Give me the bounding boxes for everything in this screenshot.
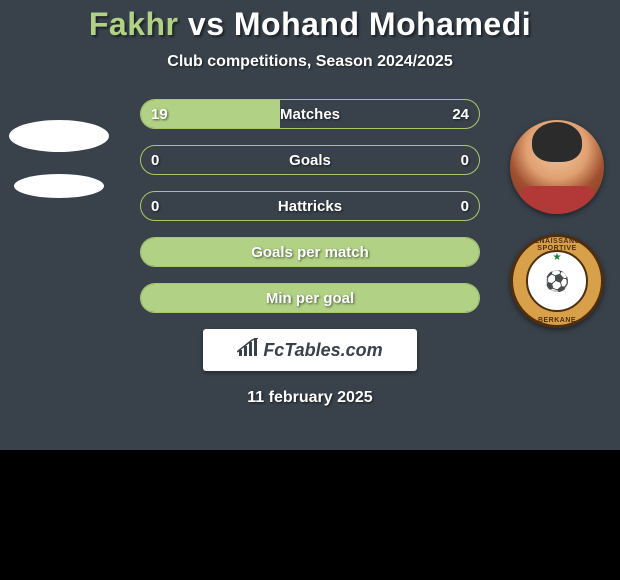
brand-chart-icon [237,338,259,363]
stat-bar: 1924Matches [140,99,480,129]
brand-text: FcTables.com [263,340,382,361]
stat-bar: 00Goals [140,145,480,175]
stats-card: Fakhr vs Mohand Mohamedi Club competitio… [0,0,620,450]
page-title: Fakhr vs Mohand Mohamedi [0,6,620,43]
title-player2: Mohand Mohamedi [234,6,531,42]
stat-bar: Goals per match [140,237,480,267]
title-player1: Fakhr [89,6,179,42]
player1-photo-placeholder [9,120,109,152]
bar-label: Goals [141,146,479,174]
bar-label: Min per goal [141,284,479,312]
bar-label: Matches [141,100,479,128]
bar-label: Goals per match [141,238,479,266]
stat-bars: 1924Matches 00Goals 00Hattricks Goals per m… [140,99,480,313]
brand-box[interactable]: FcTables.com [203,329,417,371]
stat-bar: Min per goal [140,283,480,313]
player2-club-badge: RENAISSANCE SPORTIVE ★ ⚽ BERKANE [510,234,604,328]
bar-label: Hattricks [141,192,479,220]
right-player-column: RENAISSANCE SPORTIVE ★ ⚽ BERKANE [502,120,612,328]
left-player-column [4,120,114,198]
subtitle: Club competitions, Season 2024/2025 [0,53,620,71]
date-text: 11 february 2025 [0,389,620,407]
player2-photo [510,120,604,214]
badge-ball-icon: ⚽ [545,269,570,294]
title-vs: vs [188,6,225,42]
player1-badge-placeholder [14,174,104,198]
stat-bar: 00Hattricks [140,191,480,221]
badge-bottom-text: BERKANE [510,317,604,324]
badge-star-icon: ★ [553,252,562,263]
